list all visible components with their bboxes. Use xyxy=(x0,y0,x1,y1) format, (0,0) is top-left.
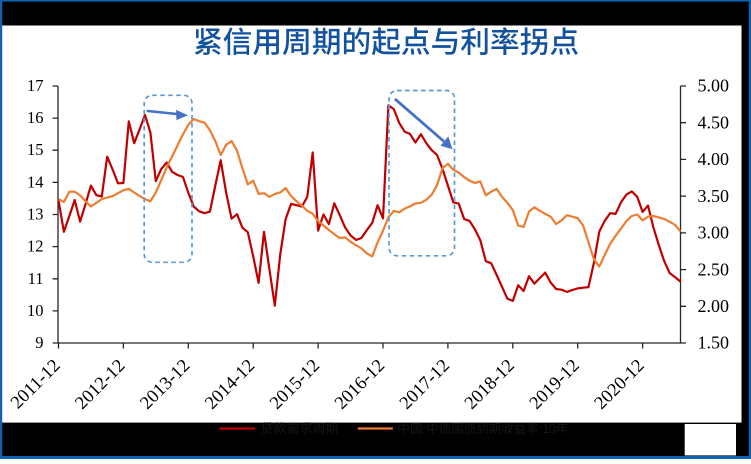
svg-text:16: 16 xyxy=(27,108,44,127)
svg-text:3.50: 3.50 xyxy=(698,186,730,206)
svg-text:11: 11 xyxy=(28,269,44,288)
svg-text:13: 13 xyxy=(27,205,44,224)
svg-text:10: 10 xyxy=(27,301,44,320)
svg-text:4.50: 4.50 xyxy=(698,112,730,132)
svg-text:2.00: 2.00 xyxy=(698,296,730,316)
svg-text:1.50: 1.50 xyxy=(698,333,730,353)
svg-text:9: 9 xyxy=(35,333,43,352)
svg-text:12: 12 xyxy=(27,237,44,256)
svg-text:17: 17 xyxy=(27,76,44,95)
svg-text:14: 14 xyxy=(27,172,44,191)
svg-text:3.00: 3.00 xyxy=(698,223,730,243)
svg-text:5.00: 5.00 xyxy=(698,76,730,96)
svg-text:4.00: 4.00 xyxy=(698,149,730,169)
svg-text:15: 15 xyxy=(27,140,44,159)
svg-text:2.50: 2.50 xyxy=(698,259,730,279)
